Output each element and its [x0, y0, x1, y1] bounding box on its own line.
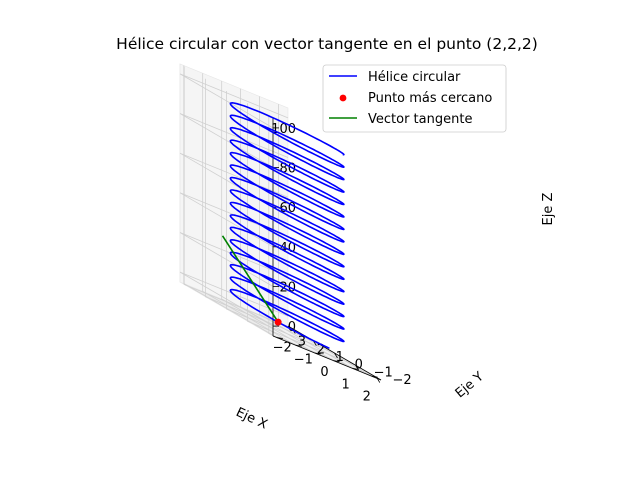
x-tick-label: −2 [273, 340, 292, 355]
legend-frame [322, 64, 507, 133]
grid-line-y [240, 88, 334, 362]
y-axis-label: Eje Y [453, 369, 487, 401]
legend-point-swatch [339, 94, 347, 102]
y-tick-mark [276, 337, 283, 339]
grid-line-y [221, 81, 315, 354]
y-tick-mark [295, 344, 302, 347]
y-tick-label: 1 [336, 350, 344, 365]
legend: Hélice circular Punto más cercano Vector… [322, 64, 507, 133]
z-tick-label: 0 [288, 320, 296, 335]
grid-line-z [179, 73, 289, 129]
tangent-vector-line [221, 235, 279, 323]
grid-line-y [259, 96, 353, 369]
grid-line-y [202, 73, 296, 346]
z-axis-label: Eje Z [541, 192, 556, 225]
y-tick-label: 2 [317, 342, 325, 357]
helix-line [229, 102, 345, 350]
closest-point-marker [274, 318, 282, 326]
grid-line-z [179, 192, 289, 248]
x-tick-label: 1 [341, 377, 349, 392]
legend-helix-label: Hélice circular [368, 70, 461, 85]
x-tick-label: 2 [363, 390, 371, 405]
grid-line-x [268, 115, 377, 378]
legend-tangent-label: Vector tangente [368, 112, 472, 127]
grid-line-z [179, 271, 289, 327]
y-tick-label: 0 [355, 358, 363, 373]
y-tick-label: −2 [393, 373, 412, 388]
plot-series [221, 102, 345, 350]
grid-line-y [183, 65, 278, 338]
chart-title: Hélice circular con vector tangente en e… [116, 35, 538, 53]
x-axis-label: Eje X [233, 405, 269, 433]
y-axis-line [272, 335, 382, 381]
x-tick-mark [376, 377, 381, 383]
x-tick-label: −1 [294, 353, 313, 368]
grid-line-x [247, 103, 356, 366]
x-tick-mark [334, 352, 338, 359]
y-tick-label: 3 [298, 335, 306, 350]
legend-point-label: Punto más cercano [368, 91, 492, 106]
grid-line-z [179, 232, 289, 287]
y-tick-mark [314, 352, 321, 355]
y-tick-label: −1 [374, 365, 393, 380]
x-tick-label: 0 [320, 365, 328, 380]
grid-line-z [179, 113, 289, 168]
grid-line-x [226, 91, 335, 354]
y-tick-mark [333, 360, 340, 363]
y-tick-mark [371, 375, 378, 378]
y-tick-mark [352, 368, 359, 370]
